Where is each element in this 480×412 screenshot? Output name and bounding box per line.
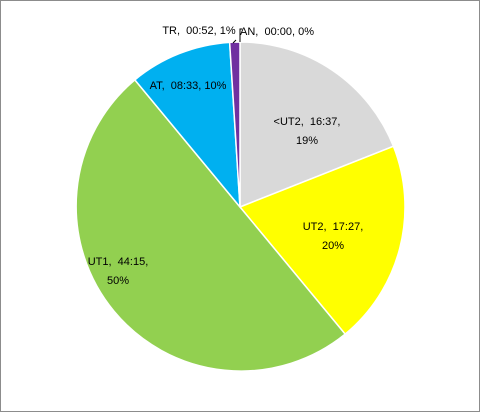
data-label: UT1, 44:15, [88,256,149,268]
pie-slice-ut2-below [239,41,395,209]
leader-line-an [239,28,242,42]
data-label-percent: 19% [296,135,318,147]
data-label-percent: 20% [322,240,344,252]
leader-line-tr [232,39,237,44]
data-label: TR, 00:52, 1% [162,25,236,37]
pie-slice-at [133,41,241,210]
data-label: AT, 08:33, 10% [150,80,227,92]
pie-slice-ut1 [75,78,347,372]
data-label-percent: 50% [107,275,129,287]
data-label: <UT2, 16:37, [274,116,341,128]
pie-slice-ut2 [238,145,406,336]
data-label: UT2, 17:27, [303,221,364,233]
data-label: AN, 00:00, 0% [240,26,314,38]
